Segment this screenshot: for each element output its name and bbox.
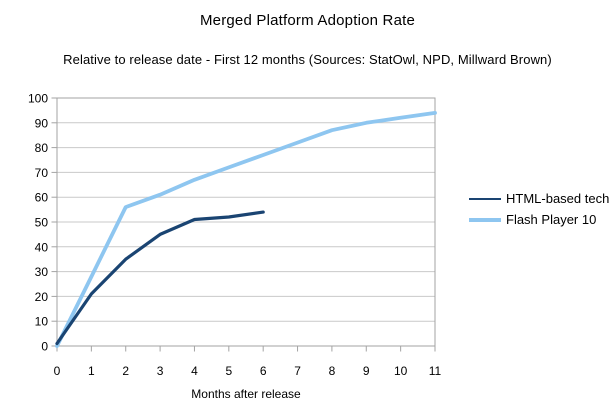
plot-border — [56, 97, 436, 347]
x-tick-label: 8 — [329, 364, 336, 378]
legend-line-swatch-html-based-tech — [469, 197, 501, 200]
x-tick-label: 11 — [429, 364, 442, 378]
y-tick-label: 90 — [35, 116, 49, 130]
y-tick-label: 10 — [35, 315, 49, 329]
y-tick-label: 30 — [35, 265, 49, 279]
legend-label-html-based-tech: HTML-based tech — [506, 191, 610, 206]
x-tick-label: 2 — [122, 364, 129, 378]
x-tick-label: 10 — [394, 364, 408, 378]
y-tick-label: 60 — [35, 191, 49, 205]
series-lines — [55, 111, 437, 348]
series-line-html-based-tech — [55, 210, 265, 346]
y-tick-label: 40 — [35, 240, 49, 254]
x-tick-label: 1 — [88, 364, 95, 378]
chart-title: Merged Platform Adoption Rate — [199, 12, 416, 29]
x-tick-label: 4 — [191, 364, 198, 378]
legend-item-flash-player-10: Flash Player 10 — [469, 209, 609, 230]
legend-label-flash-player-10: Flash Player 10 — [506, 212, 597, 227]
x-tick-label: 9 — [363, 364, 370, 378]
y-tick-label: 80 — [35, 141, 49, 155]
legend-item-html-based-tech: HTML-based tech — [469, 188, 609, 209]
axes: 0 10 20 30 40 50 60 70 80 90 100 0 1 2 3 4 5 6 7 8 9 10 11 — [28, 92, 442, 379]
x-tick-label: 0 — [54, 364, 61, 378]
x-tick-label: 3 — [157, 364, 164, 378]
y-tick-label: 50 — [35, 216, 49, 230]
y-tick-label: 20 — [35, 290, 49, 304]
series-line-flash-player-10 — [55, 111, 437, 348]
gridlines — [57, 97, 435, 347]
x-tick-label: 5 — [225, 364, 232, 378]
chart-subtitle: Relative to release date - First 12 mont… — [63, 52, 552, 67]
x-tick-label: 7 — [294, 364, 301, 378]
x-tick-label: 6 — [260, 364, 267, 378]
legend-line-swatch-flash-player-10 — [469, 217, 501, 222]
x-axis-title: Months after release — [191, 387, 301, 401]
y-tick-label: 0 — [41, 340, 48, 354]
y-tick-label: 100 — [28, 92, 48, 106]
legend: HTML-based tech Flash Player 10 — [469, 188, 609, 230]
y-tick-label: 70 — [35, 166, 49, 180]
